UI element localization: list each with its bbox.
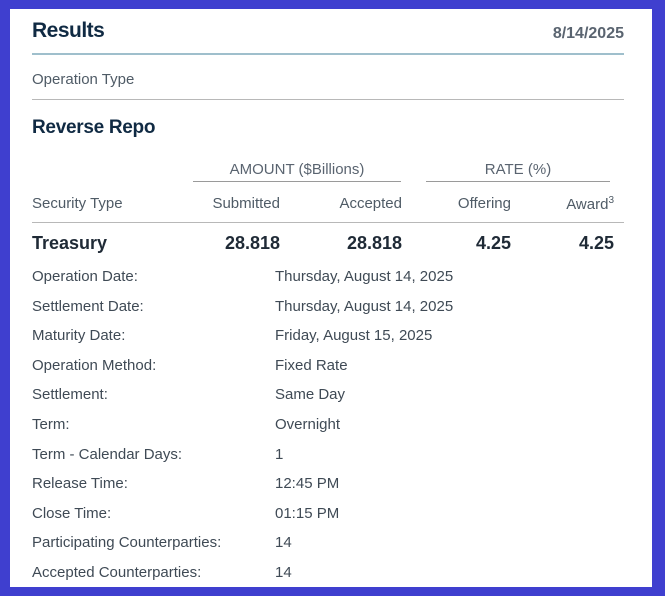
amount-column-group: AMOUNT ($Billions)	[193, 161, 401, 182]
detail-value: Same Day	[275, 386, 346, 404]
operation-name: Reverse Repo	[32, 117, 156, 138]
col-offering: Offering	[457, 195, 511, 212]
detail-label: Maturity Date:	[32, 327, 126, 345]
detail-label: Close Time:	[32, 504, 112, 522]
detail-row: Accepted Counterparties: 14	[32, 564, 632, 594]
detail-label: Operation Date:	[32, 268, 138, 285]
operation-details: Operation Date: Thursday, August 14, 2025…	[32, 268, 632, 594]
col-accepted: Accepted	[339, 195, 402, 212]
detail-value: 1	[275, 445, 284, 463]
results-title: Results	[32, 19, 105, 42]
col-security-type: Security Type	[32, 195, 123, 212]
detail-label: Term - Calendar Days:	[32, 445, 183, 463]
col-award: Award3	[566, 195, 614, 213]
cell-security-type: Treasury	[32, 233, 108, 253]
detail-row: Release Time: 12:45 PM	[32, 475, 632, 505]
detail-value: Thursday, August 14, 2025	[275, 268, 454, 285]
detail-row: Participating Counterparties: 14	[32, 534, 632, 564]
detail-value: 14	[275, 563, 292, 581]
results-date: 8/14/2025	[552, 25, 624, 42]
operation-type-label: Operation Type	[32, 71, 624, 100]
detail-label: Term:	[32, 415, 70, 433]
results-header: Results 8/14/2025	[32, 9, 624, 55]
rate-column-group: RATE (%)	[426, 161, 610, 182]
detail-label: Participating Counterparties:	[32, 534, 222, 552]
detail-row: Term - Calendar Days: 1	[32, 446, 632, 476]
detail-row: Close Time: 01:15 PM	[32, 505, 632, 535]
detail-label: Operation Method:	[32, 356, 157, 374]
detail-value: 01:15 PM	[275, 504, 340, 522]
col-award-label: Award	[566, 196, 609, 213]
detail-value: 14	[275, 534, 292, 552]
col-submitted: Submitted	[212, 195, 280, 212]
table-header-row: Security Type Submitted Accepted Offerin…	[32, 195, 624, 223]
cell-accepted: 28.818	[346, 233, 402, 253]
detail-label: Settlement:	[32, 386, 108, 404]
detail-row: Term: Overnight	[32, 416, 632, 446]
cell-award: 4.25	[578, 233, 614, 253]
detail-label: Release Time:	[32, 475, 128, 493]
cell-offering: 4.25	[475, 233, 511, 253]
detail-value: 12:45 PM	[275, 475, 340, 493]
table-row: Treasury 28.818 28.818 4.25 4.25	[32, 233, 624, 257]
cell-submitted: 28.818	[224, 233, 280, 253]
award-footnote[interactable]: 3	[608, 195, 614, 206]
detail-value: Friday, August 15, 2025	[275, 327, 433, 345]
detail-value: Fixed Rate	[275, 356, 348, 374]
detail-label: Accepted Counterparties:	[32, 563, 202, 581]
detail-row: Maturity Date: Friday, August 15, 2025	[32, 327, 632, 357]
detail-value: Thursday, August 14, 2025	[275, 297, 454, 315]
detail-row: Operation Date: Thursday, August 14, 2025	[32, 268, 632, 298]
detail-value: Overnight	[275, 415, 341, 433]
detail-label: Settlement Date:	[32, 297, 144, 315]
detail-row: Operation Method: Fixed Rate	[32, 357, 632, 387]
detail-row: Settlement Date: Thursday, August 14, 202…	[32, 298, 632, 328]
results-panel: Results 8/14/2025 Operation Type Reverse…	[10, 9, 652, 587]
detail-row: Settlement: Same Day	[32, 386, 632, 416]
